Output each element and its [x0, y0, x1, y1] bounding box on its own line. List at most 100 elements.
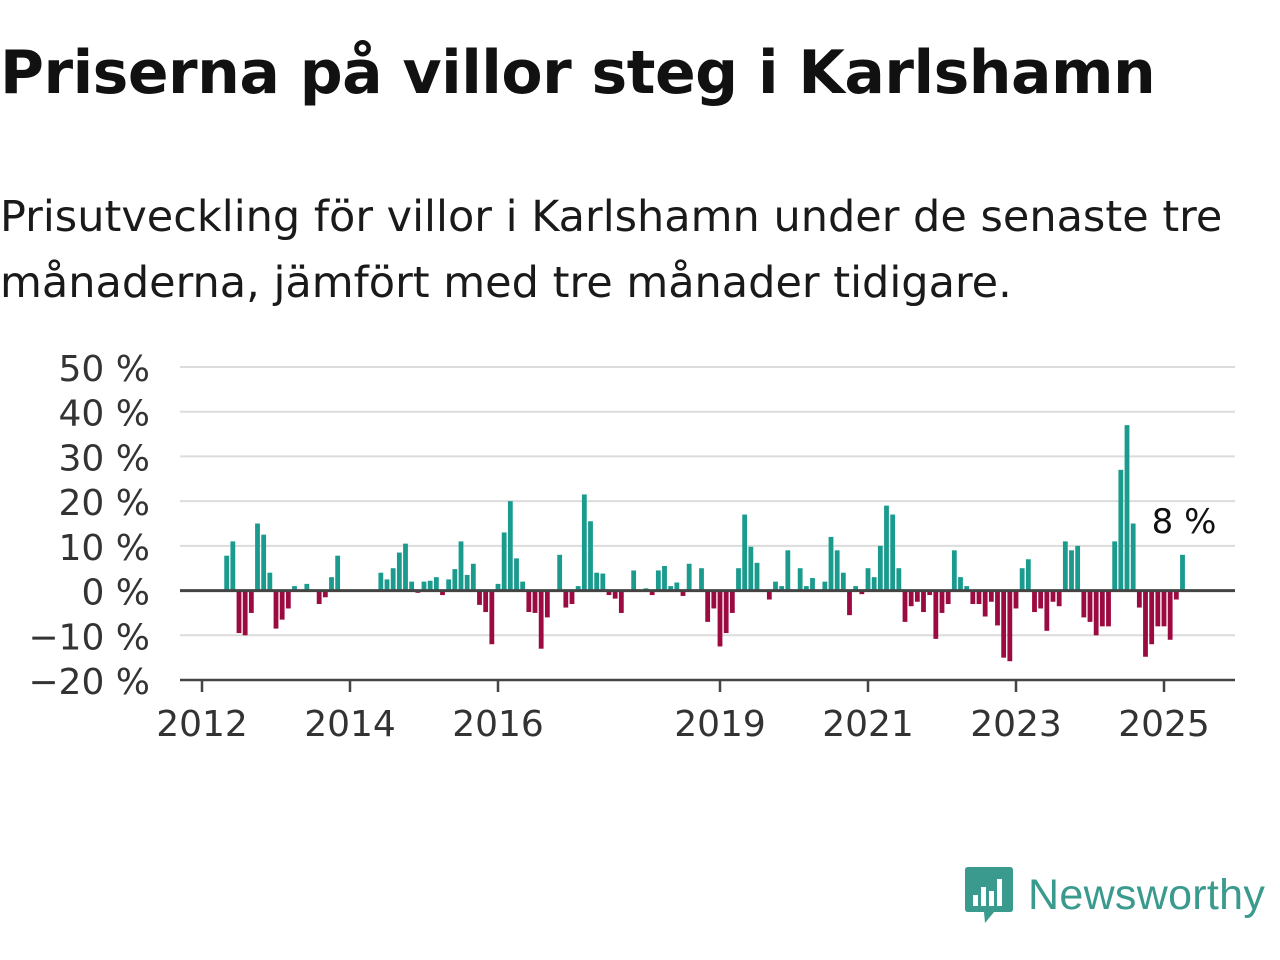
bar: [834, 550, 840, 591]
bar: [236, 590, 242, 634]
bar: [612, 590, 618, 599]
bar: [1019, 568, 1025, 591]
bar: [649, 590, 655, 596]
bar: [1093, 590, 1099, 636]
x-tick-labels: 2012 2014 2016 2019 2021 2023 2025: [156, 704, 1210, 745]
bar: [329, 577, 334, 591]
bar: [742, 514, 748, 591]
chart-subtitle: Prisutveckling för villor i Karlshamn un…: [0, 192, 1223, 308]
bar: [982, 590, 988, 617]
bar: [292, 586, 297, 591]
bar: [495, 583, 501, 591]
bar: [1062, 541, 1068, 591]
bar: [890, 514, 896, 591]
bar: [1167, 590, 1173, 640]
bar: [686, 563, 692, 591]
newsworthy-brand: Newsworthy: [964, 862, 1265, 928]
bar: [655, 570, 661, 591]
bar: [242, 590, 248, 636]
newsworthy-logo-icon: [965, 867, 1013, 923]
chart-title: Priserna på villor steg i Karlshamn: [0, 38, 1156, 108]
bar: [988, 590, 994, 602]
y-tick-label: 40 %: [59, 394, 150, 435]
bar: [403, 543, 408, 591]
bar: [951, 550, 957, 591]
bar: [1069, 550, 1074, 591]
bar: [927, 590, 933, 596]
bar: [1106, 590, 1111, 627]
bar: [440, 590, 445, 596]
bar: [674, 582, 680, 591]
bar: [544, 590, 550, 618]
bar: [600, 573, 606, 591]
bar: [908, 590, 914, 607]
bar: [409, 581, 415, 591]
bar: [421, 581, 427, 591]
bar: [322, 590, 328, 598]
bar: [859, 590, 865, 595]
bar: [316, 590, 322, 604]
x-tick-label: 2019: [674, 704, 766, 745]
bar: [902, 590, 908, 622]
bar: [699, 568, 704, 591]
bar: [464, 574, 470, 591]
bar: [748, 546, 754, 591]
bar: [279, 590, 285, 620]
bar: [797, 568, 803, 591]
y-tick-labels: 50 %40 %30 %20 %10 %0 %−10 %−20 %: [28, 349, 150, 703]
bar: [729, 590, 735, 613]
bar: [384, 579, 390, 591]
x-tick-label: 2023: [970, 704, 1062, 745]
bar: [884, 505, 889, 591]
bar: [1025, 559, 1031, 591]
bar: [1173, 590, 1179, 600]
latest-value-label: 8 %: [1152, 502, 1217, 542]
bar: [631, 570, 637, 591]
bar: [470, 563, 476, 591]
bar: [261, 534, 267, 591]
bar: [896, 568, 902, 591]
x-tick-label: 2012: [156, 704, 248, 745]
bar: [501, 532, 507, 591]
bar: [1056, 590, 1062, 607]
bar: [958, 577, 963, 591]
brand-name: Newsworthy: [1028, 870, 1266, 919]
bar: [1081, 590, 1087, 618]
bar: [766, 590, 772, 600]
bar: [618, 590, 624, 613]
bar: [779, 586, 785, 591]
bar: [1149, 590, 1155, 645]
bar: [717, 590, 723, 647]
bar: [840, 572, 846, 591]
bar: [273, 590, 279, 629]
bar: [865, 568, 871, 591]
bar: [810, 578, 815, 591]
bar: [433, 577, 439, 591]
x-tick-label: 2021: [822, 704, 914, 745]
bar: [1044, 590, 1050, 631]
bar: [335, 555, 341, 591]
bar: [1143, 590, 1148, 657]
bar: [723, 590, 729, 634]
bar: [581, 494, 587, 591]
bar: [1112, 541, 1118, 591]
bar: [1130, 523, 1136, 591]
bar: [446, 579, 452, 591]
bar: [945, 590, 951, 604]
bar: [1001, 590, 1007, 658]
bar: [871, 577, 877, 591]
bar: [514, 558, 519, 591]
bar: [606, 590, 612, 596]
bar: [532, 590, 538, 613]
bar: [705, 590, 711, 622]
bar: [224, 555, 230, 591]
bar: [378, 572, 384, 591]
bar: [483, 590, 489, 613]
bar: [1007, 590, 1013, 662]
bar: [921, 590, 926, 613]
bar: [255, 523, 260, 591]
bar: [662, 565, 667, 591]
bar: [914, 590, 920, 602]
bar: [538, 590, 544, 649]
bar: [489, 590, 495, 645]
